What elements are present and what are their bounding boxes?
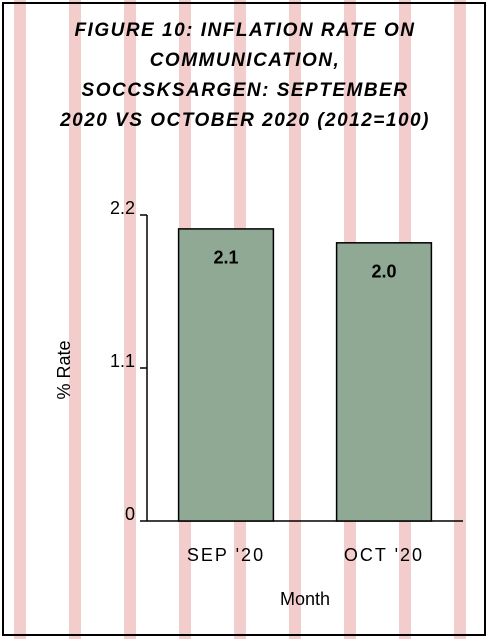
- x-tick-label: SEP '20: [187, 545, 265, 565]
- data-label: 2.0: [371, 262, 396, 282]
- y-tick-label: 0: [125, 504, 135, 524]
- y-axis-label: % Rate: [54, 340, 74, 399]
- bar: [177, 228, 275, 522]
- frame: [2, 2, 486, 636]
- x-axis-label: Month: [280, 589, 330, 609]
- x-tick-label: OCT '20: [344, 545, 424, 565]
- data-label: 2.1: [213, 248, 238, 268]
- y-tick-label: 1.1: [110, 351, 135, 371]
- bar: [335, 242, 433, 522]
- y-tick-label: 2.2: [110, 198, 135, 218]
- chart-title: FIGURE 10: INFLATION RATE ON COMMUNICATI…: [60, 20, 430, 131]
